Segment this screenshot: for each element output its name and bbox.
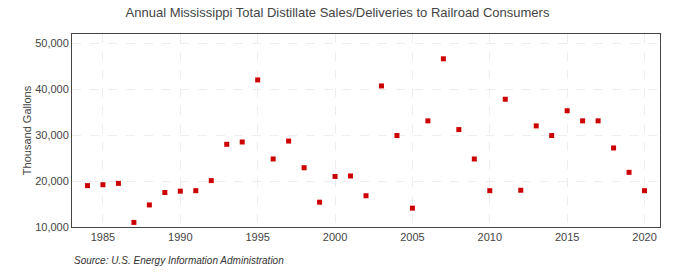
svg-text:40,000: 40,000 xyxy=(35,83,69,95)
svg-text:2005: 2005 xyxy=(400,231,424,243)
svg-text:30,000: 30,000 xyxy=(35,129,69,141)
svg-text:1985: 1985 xyxy=(91,231,115,243)
svg-text:1990: 1990 xyxy=(168,231,192,243)
svg-text:2020: 2020 xyxy=(632,231,656,243)
svg-text:50,000: 50,000 xyxy=(35,37,69,49)
svg-text:2000: 2000 xyxy=(323,231,347,243)
svg-text:Annual Mississippi Total Disti: Annual Mississippi Total Distillate Sale… xyxy=(126,5,550,20)
svg-text:1995: 1995 xyxy=(245,231,269,243)
svg-text:Thousand Gallons: Thousand Gallons xyxy=(21,85,33,175)
svg-text:2015: 2015 xyxy=(555,231,579,243)
svg-text:20,000: 20,000 xyxy=(35,175,69,187)
svg-text:10,000: 10,000 xyxy=(35,221,69,233)
svg-text:Source: U.S. Energy Informatio: Source: U.S. Energy Information Administ… xyxy=(74,255,284,266)
svg-text:2010: 2010 xyxy=(478,231,502,243)
